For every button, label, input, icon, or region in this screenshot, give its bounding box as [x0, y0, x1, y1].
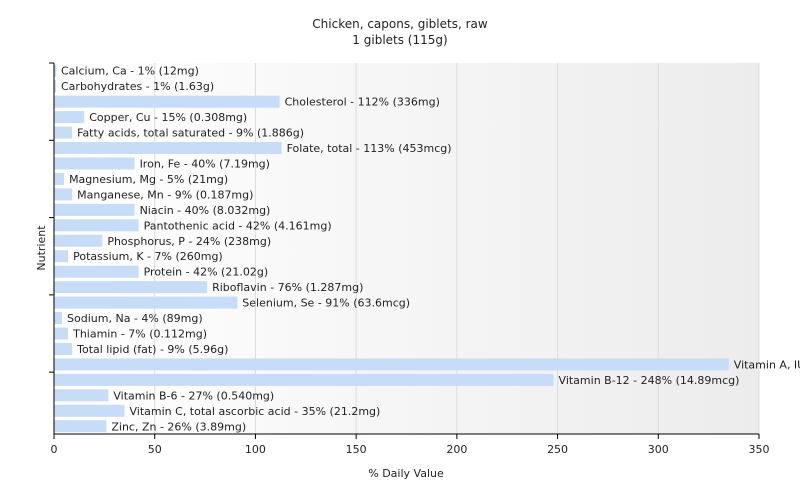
- bar: [54, 111, 85, 124]
- bar: [54, 188, 73, 201]
- bar-label: Pantothenic acid - 42% (4.161mg): [144, 219, 332, 232]
- bar: [54, 342, 73, 355]
- plot-area: Calcium, Ca - 1% (12mg) Carbohydrates - 1…: [49, 62, 800, 456]
- bar-label: Phosphorus, P - 24% (238mg): [107, 235, 271, 248]
- bar: [54, 172, 65, 185]
- x-tick-label: 200: [446, 443, 467, 456]
- bar: [54, 95, 280, 108]
- bar-label: Zinc, Zn - 26% (3.89mg): [111, 420, 246, 433]
- x-tick-label: 100: [245, 443, 266, 456]
- bar: [54, 327, 69, 340]
- bar-label: Fatty acids, total saturated - 9% (1.886…: [77, 127, 304, 140]
- bar-label: Potassium, K - 7% (260mg): [73, 250, 223, 263]
- bar: [54, 389, 109, 402]
- bar-label: Vitamin B-6 - 27% (0.540mg): [113, 389, 274, 402]
- bar-label: Vitamin C, total ascorbic acid - 35% (21…: [130, 405, 381, 418]
- bar: [54, 126, 73, 139]
- x-tick-label: 250: [547, 443, 568, 456]
- bar-label: Cholesterol - 112% (336mg): [285, 96, 440, 109]
- x-tick-label: 300: [648, 443, 669, 456]
- chart-title: Chicken, capons, giblets, raw: [312, 17, 488, 31]
- bar-label: Calcium, Ca - 1% (12mg): [61, 65, 199, 78]
- bar: [54, 64, 57, 77]
- bar: [54, 219, 139, 232]
- bar-label: Sodium, Na - 4% (89mg): [67, 312, 203, 325]
- bar-label: Selenium, Se - 91% (63.6mcg): [242, 297, 410, 310]
- x-tick-label: 350: [749, 443, 770, 456]
- bar: [54, 281, 208, 294]
- bar: [54, 373, 554, 386]
- bar-label: Iron, Fe - 40% (7.19mg): [140, 157, 270, 170]
- bar: [54, 420, 107, 433]
- bar-label: Total lipid (fat) - 9% (5.96g): [76, 343, 228, 356]
- bar: [54, 358, 729, 371]
- bar-label: Vitamin A, IU - 335% (16751IU): [734, 358, 800, 371]
- bar-label: Folate, total - 113% (453mcg): [287, 142, 452, 155]
- plot-background: [54, 63, 759, 434]
- bar: [54, 404, 125, 417]
- bar: [54, 234, 103, 247]
- bar-label: Riboflavin - 76% (1.287mg): [212, 281, 363, 294]
- bar-label: Thiamin - 7% (0.112mg): [72, 328, 207, 341]
- x-tick-label: 150: [346, 443, 367, 456]
- bar: [54, 142, 282, 155]
- bar: [54, 80, 57, 93]
- x-axis-label: % Daily Value: [368, 467, 444, 480]
- bar-label: Magnesium, Mg - 5% (21mg): [69, 173, 228, 186]
- bar-label: Vitamin B-12 - 248% (14.89mcg): [559, 374, 740, 387]
- bar-label: Niacin - 40% (8.032mg): [140, 204, 271, 217]
- bar: [54, 296, 238, 309]
- bar-label: Manganese, Mn - 9% (0.187mg): [77, 188, 253, 201]
- bar: [54, 250, 69, 263]
- x-tick-label: 0: [51, 443, 58, 456]
- bar-label: Protein - 42% (21.02g): [144, 266, 269, 279]
- bar: [54, 157, 135, 170]
- x-tick-label: 50: [148, 443, 162, 456]
- y-axis-label: Nutrient: [35, 225, 48, 271]
- bar-label: Copper, Cu - 15% (0.308mg): [89, 111, 247, 124]
- bar: [54, 203, 135, 216]
- bar: [54, 312, 63, 325]
- bar: [54, 265, 139, 278]
- bar-label: Carbohydrates - 1% (1.63g): [61, 80, 214, 93]
- chart-subtitle: 1 giblets (115g): [352, 33, 447, 47]
